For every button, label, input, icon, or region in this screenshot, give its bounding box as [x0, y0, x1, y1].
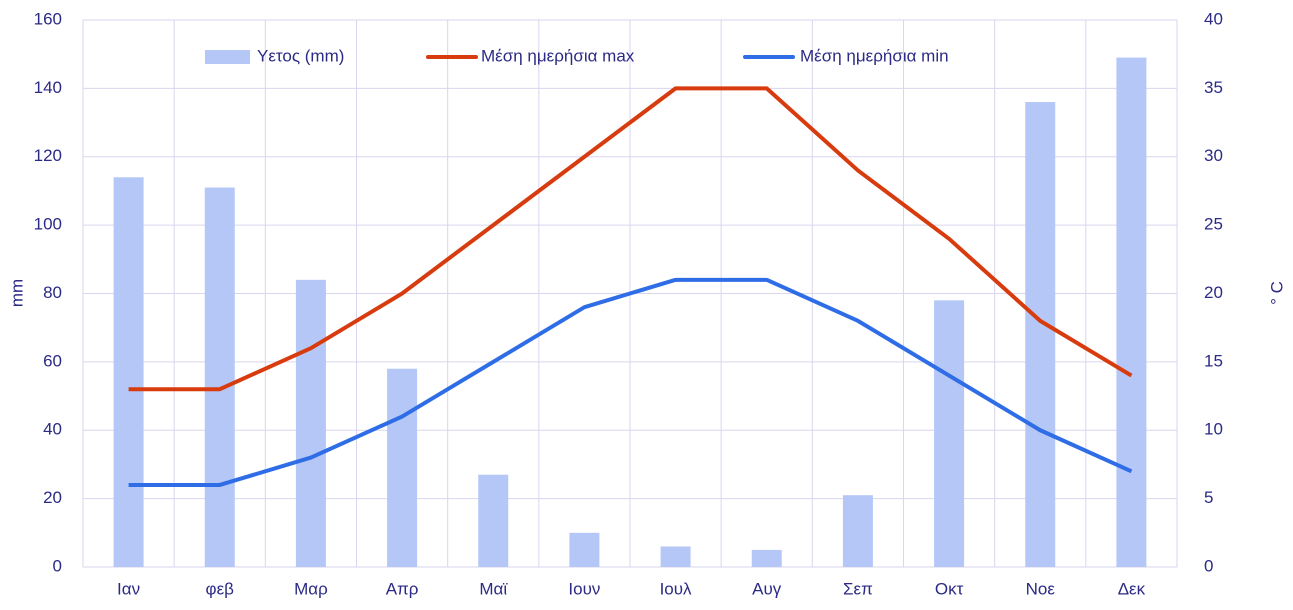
y-tick-label: 140 — [34, 78, 62, 97]
x-tick-label: Σεπ — [843, 579, 873, 598]
y2-tick-label: 35 — [1204, 78, 1223, 97]
y2-axis-label: ° C — [1267, 281, 1286, 305]
line — [128, 277, 1133, 487]
bar — [295, 279, 326, 567]
y-tick-label: 0 — [53, 556, 62, 575]
x-tick-label: Ιαν — [117, 579, 140, 598]
y2-tick-label: 5 — [1204, 488, 1213, 507]
bar — [478, 474, 509, 567]
y2-tick-label: 25 — [1204, 215, 1223, 234]
legend-label: Μέση ημερήσια max — [481, 46, 635, 65]
y-tick-label: 100 — [34, 215, 62, 234]
bar — [387, 368, 418, 567]
bar — [842, 495, 873, 567]
legend-label: Μέση ημερήσια min — [800, 46, 949, 65]
y2-tick-label: 0 — [1204, 556, 1213, 575]
x-tick-label: φεβ — [206, 579, 235, 598]
line — [128, 86, 1133, 392]
y2-tick-label: 30 — [1204, 146, 1223, 165]
bar — [204, 187, 235, 568]
bar — [934, 300, 965, 567]
y2-tick-label: 40 — [1204, 9, 1223, 28]
x-tick-label: Αυγ — [752, 579, 782, 598]
y-tick-label: 160 — [34, 9, 62, 28]
legend-label: Υετος (mm) — [257, 46, 344, 65]
x-tick-label: Μαϊ — [479, 579, 508, 598]
bar — [569, 532, 600, 567]
bar — [1025, 102, 1056, 568]
y-axis-label: mm — [7, 279, 26, 307]
x-tick-label: Δεκ — [1118, 579, 1146, 598]
x-tick-label: Οκτ — [935, 579, 964, 598]
x-tick-label: Ιουν — [568, 579, 600, 598]
bar — [660, 546, 691, 567]
y2-tick-label: 15 — [1204, 351, 1223, 370]
x-tick-label: Νοε — [1026, 579, 1056, 598]
y2-tick-label: 20 — [1204, 283, 1223, 302]
y-tick-label: 120 — [34, 146, 62, 165]
y-tick-label: 20 — [43, 488, 62, 507]
y-tick-label: 80 — [43, 283, 62, 302]
bar — [1116, 57, 1147, 567]
bar — [113, 177, 144, 567]
x-tick-label: Μαρ — [294, 579, 328, 598]
x-tick-label: Απρ — [386, 579, 419, 598]
y2-tick-label: 10 — [1204, 420, 1223, 439]
bar — [751, 549, 782, 567]
x-tick-label: Ιουλ — [660, 579, 692, 598]
legend-swatch — [205, 50, 250, 64]
y-tick-label: 60 — [43, 351, 62, 370]
y-tick-label: 40 — [43, 420, 62, 439]
